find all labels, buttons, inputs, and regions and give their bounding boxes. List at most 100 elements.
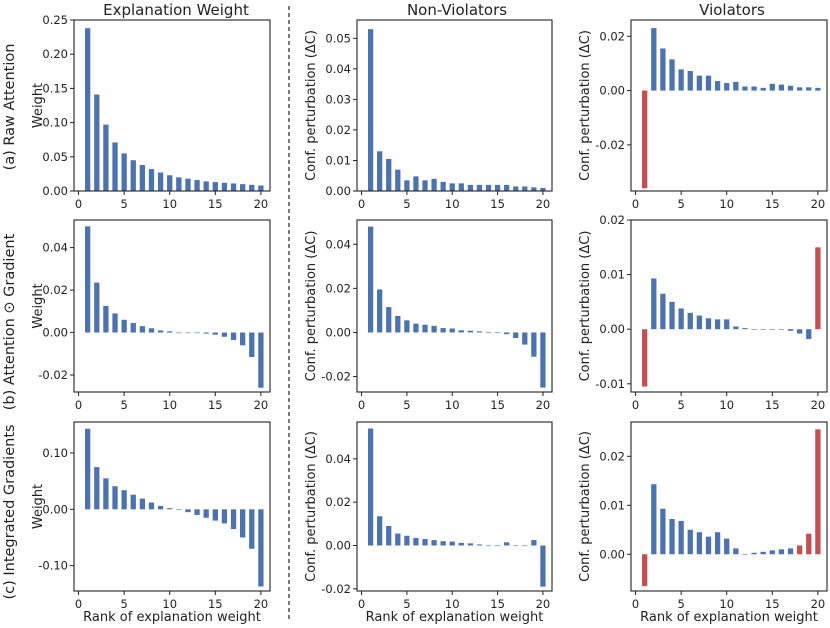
x-tick-label: 5: [403, 597, 410, 611]
bar-rank-2: [377, 516, 383, 546]
bar-rank-3: [660, 48, 666, 91]
x-tick-label: 20: [536, 597, 551, 611]
bar-rank-20: [815, 247, 821, 330]
bar-rank-10: [449, 183, 455, 191]
bar-rank-20: [540, 545, 546, 587]
x-tick-label: 15: [490, 197, 505, 211]
y-tick-label: 0.01: [599, 268, 625, 282]
bar-rank-9: [714, 319, 721, 330]
x-tick-label: 5: [403, 197, 410, 211]
bar-rank-2: [94, 282, 100, 333]
x-tick-label: 5: [677, 197, 684, 211]
bar-rank-16: [778, 84, 785, 91]
chart-panel-r0-c1: 0.00 0.01 0.02 0.03 0.04 0.05 0 5 10 15 20 Conf. pe…: [304, 19, 553, 211]
bar-rank-4: [112, 313, 118, 333]
bar-rank-11: [176, 509, 182, 510]
bar-rank-10: [724, 319, 730, 330]
bar-rank-2: [651, 484, 657, 555]
bar-rank-13: [751, 552, 757, 555]
bar-rank-19: [531, 540, 537, 546]
bar-rank-20: [815, 87, 821, 91]
bar-rank-7: [139, 165, 146, 191]
y-tick-label: -0.02: [38, 368, 68, 382]
bar-rank-12: [467, 543, 473, 546]
bar-rank-20: [258, 185, 264, 191]
bar-rank-12: [742, 86, 748, 91]
bar-rank-4: [112, 142, 118, 191]
bar-rank-17: [513, 332, 519, 338]
column-title-explanation-weight: Explanation Weight: [103, 1, 249, 19]
bar-rank-9: [440, 541, 446, 546]
bar-rank-9: [157, 172, 164, 191]
bar-rank-16: [504, 542, 510, 546]
bar-rank-11: [458, 183, 464, 191]
y-axis-label: Conf. perturbation (ΔC): [578, 30, 593, 181]
bar-rank-15: [494, 545, 501, 547]
y-tick-label: 0.02: [325, 495, 351, 509]
y-tick-label: 0.00: [599, 322, 625, 336]
y-axis-label: Conf. perturbation (ΔC): [304, 30, 319, 181]
bar-rank-2: [651, 278, 657, 330]
y-tick-label: 0.00: [325, 325, 351, 339]
x-tick-label: 10: [719, 597, 734, 611]
bar-rank-14: [203, 332, 209, 334]
bar-rank-2: [651, 28, 657, 91]
y-tick-label: 0.01: [325, 153, 351, 167]
chart-panel-r1-c2: -0.01 0.00 0.01 0.02 0 5 10 15 20 Conf. perturbat…: [578, 213, 828, 412]
bar-rank-7: [422, 180, 428, 191]
bar-rank-14: [485, 184, 492, 191]
bar-rank-1: [642, 329, 648, 387]
bar-rank-9: [157, 330, 164, 333]
x-tick-label: 10: [719, 398, 734, 412]
bar-rank-20: [540, 332, 546, 388]
bar-rank-19: [531, 187, 537, 191]
bar-rank-6: [687, 71, 693, 91]
plot-frame: [73, 219, 271, 393]
bar-rank-7: [422, 324, 428, 333]
bar-rank-7: [696, 75, 703, 91]
bar-rank-18: [240, 332, 246, 346]
plot-frame: [630, 421, 828, 592]
bar-rank-18: [240, 184, 246, 191]
y-tick-label: 0.04: [325, 452, 351, 466]
bar-rank-4: [395, 315, 401, 333]
bar-rank-7: [422, 539, 428, 546]
bar-rank-6: [130, 322, 136, 333]
x-tick-label: 5: [677, 398, 684, 412]
bar-rank-18: [522, 186, 528, 191]
x-tick-label: 0: [632, 597, 639, 611]
x-tick-label: 5: [120, 597, 127, 611]
chart-panel-r2-c0: -0.10 0.00 0.10 0 5 10 15 20 Weight Rank of expla…: [31, 421, 271, 625]
bar-rank-3: [103, 478, 109, 510]
bar-rank-4: [395, 533, 401, 546]
x-tick-label: 20: [254, 398, 269, 412]
x-tick-label: 5: [120, 197, 127, 211]
bar-rank-11: [176, 332, 182, 334]
bar-rank-13: [194, 332, 200, 334]
bar-rank-6: [130, 494, 136, 510]
bar-rank-15: [769, 329, 775, 330]
bar-rank-10: [167, 175, 173, 191]
y-tick-label: 0.04: [325, 237, 351, 251]
bar-rank-7: [696, 532, 703, 555]
y-tick-label: 0.04: [42, 241, 68, 255]
bar-rank-18: [522, 332, 528, 345]
column-title-non-violators: Non-Violators: [407, 1, 507, 19]
bar-rank-16: [221, 182, 228, 191]
bar-rank-15: [494, 184, 501, 191]
bar-rank-12: [467, 330, 473, 333]
bar-rank-9: [157, 505, 164, 510]
y-tick-label: 0.02: [599, 29, 625, 43]
y-tick-label: 0.10: [42, 116, 68, 130]
bar-rank-12: [467, 184, 473, 191]
bar-rank-10: [167, 508, 173, 510]
chart-panel-r1-c0: -0.02 0.00 0.02 0.04 0 5 10 15 20 Weight: [31, 219, 271, 412]
plot-frame: [356, 421, 553, 592]
y-tick-label: 0.10: [42, 446, 68, 460]
y-tick-label: -0.02: [321, 582, 351, 596]
bar-rank-16: [504, 332, 510, 335]
x-tick-label: 10: [162, 597, 177, 611]
x-axis-label: Rank of explanation weight: [83, 610, 261, 625]
plot-frame: [630, 19, 828, 192]
bar-rank-13: [751, 329, 757, 330]
